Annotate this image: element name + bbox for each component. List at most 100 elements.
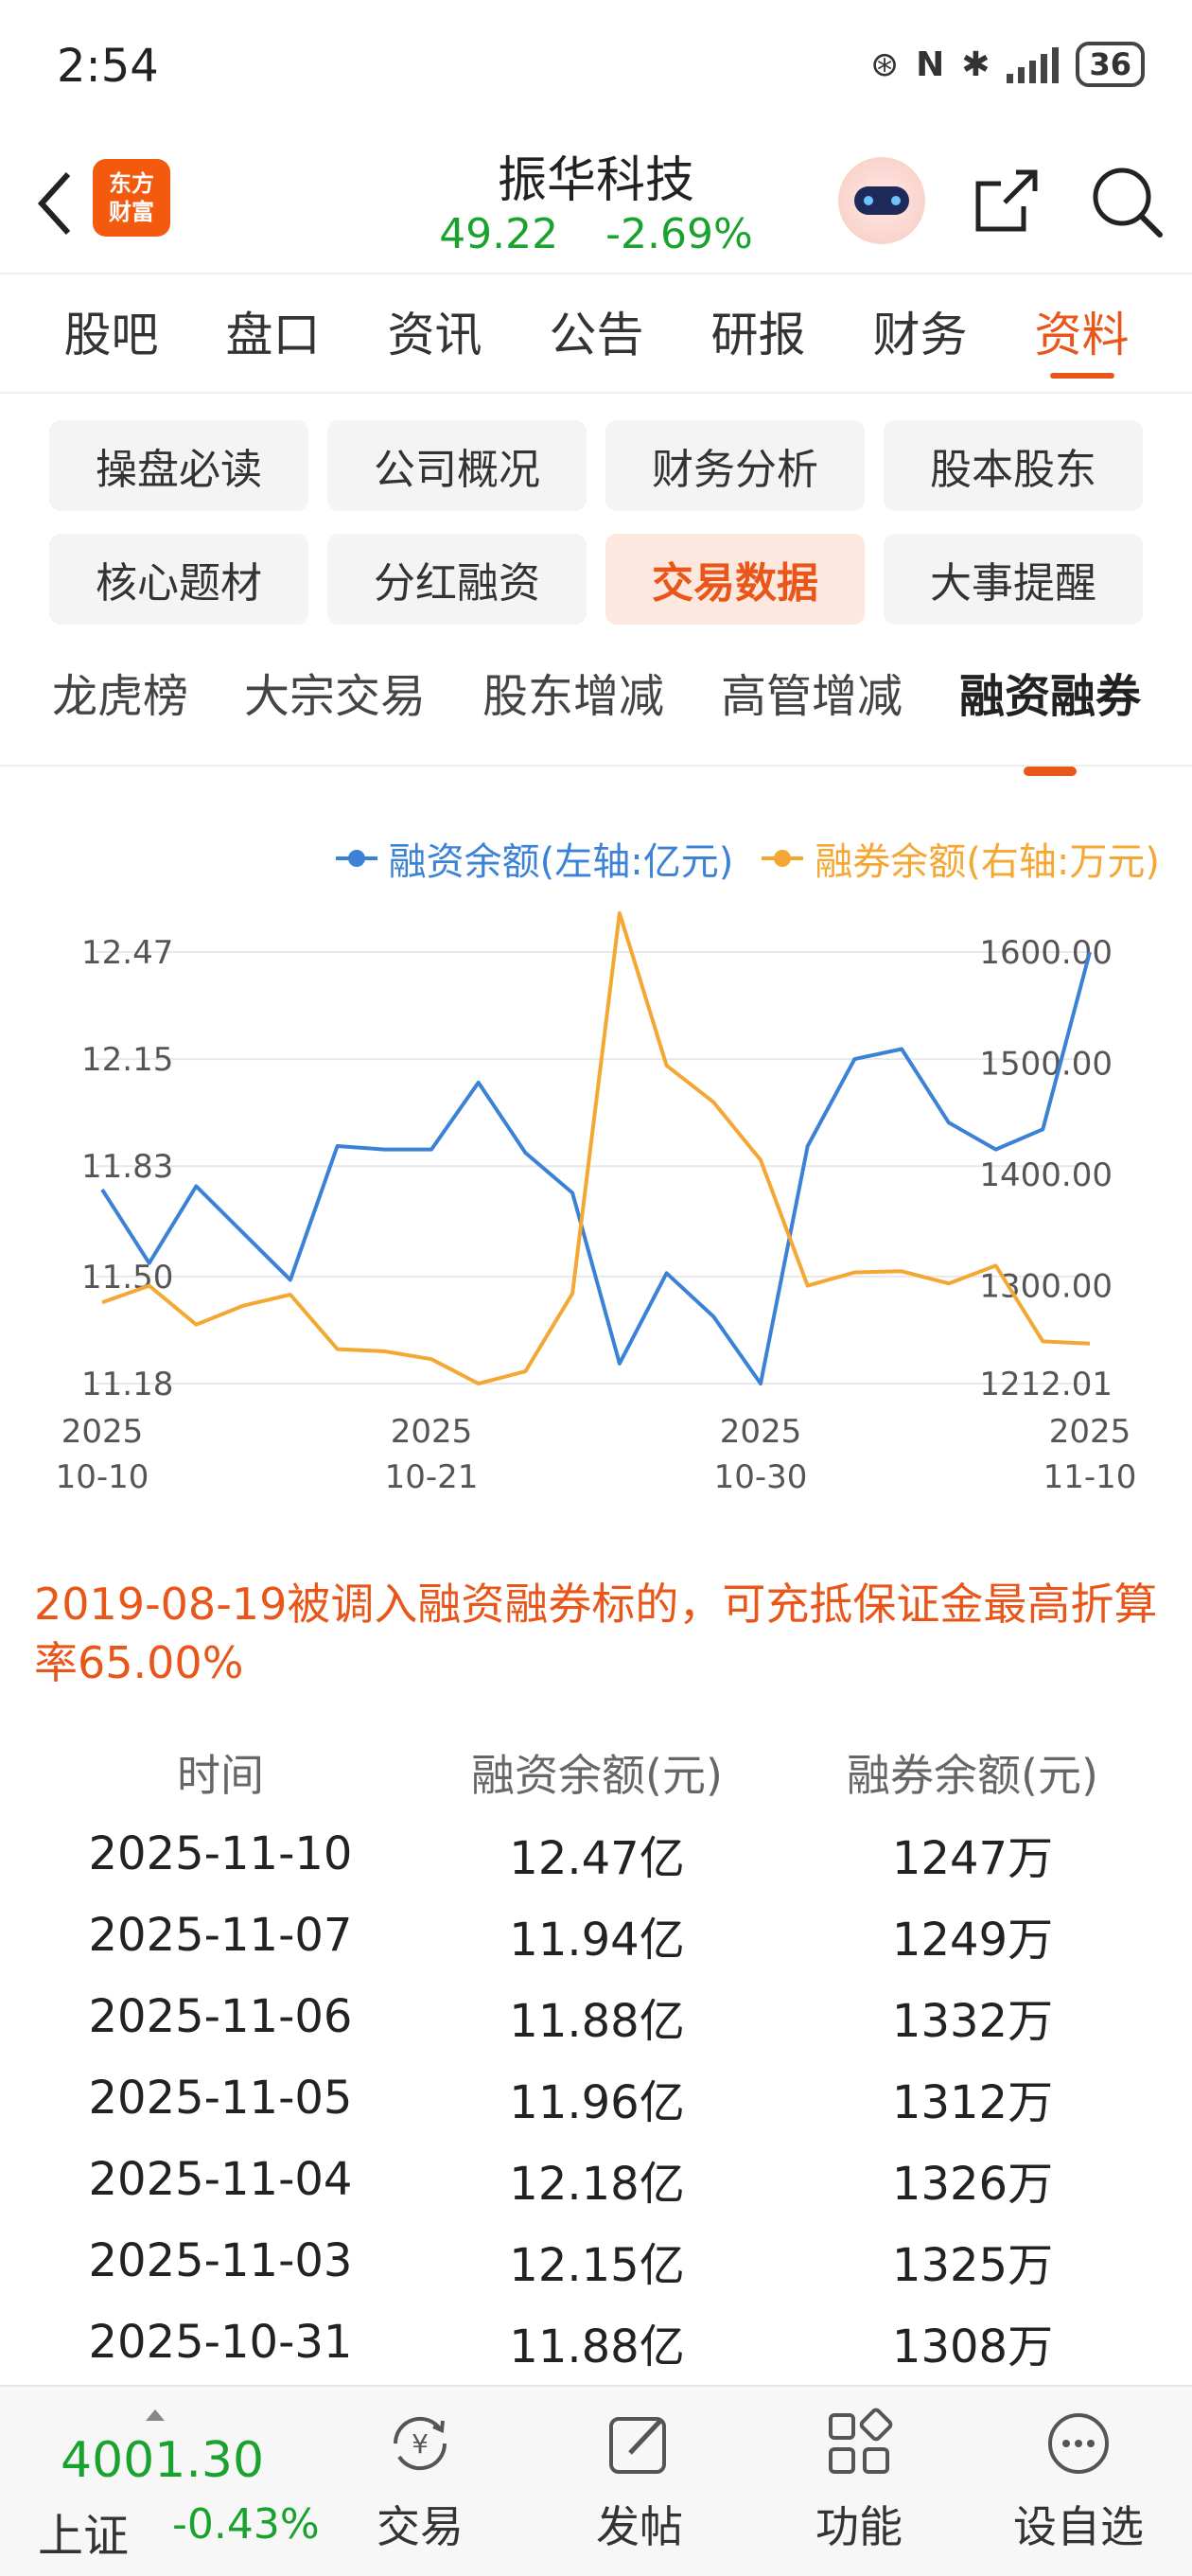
table-row: 2025-11-05 11.96亿 1312万 [0,2057,1192,2139]
bottom-bar: 4001.30 上证 -0.43% ¥ 交易 发帖 功能 [0,2385,1192,2576]
search-icon[interactable] [1086,161,1166,240]
market-index-widget[interactable]: 4001.30 上证 -0.43% [38,2409,341,2563]
sub-nav-trading-data[interactable]: 交易数据 [605,534,865,625]
cell-lending: 1312万 [891,2076,1054,2129]
margin-balance-chart: 12.47 12.15 11.83 11.50 11.18 1600.00 1500.00 1… [56,910,1137,1496]
y-left-tick-label: 11.50 [81,1259,173,1297]
table-row: 2025-11-04 12.18亿 1326万 [0,2139,1192,2220]
sub-nav-trading-guide[interactable]: 操盘必读 [49,420,308,511]
x-tick-label-date: 11-10 [1043,1458,1137,1496]
cell-date: 2025-11-03 [88,2234,353,2287]
x-tick-label-year: 2025 [720,1413,802,1451]
margin-eligibility-notice: 2019-08-19被调入融资融券标的，可充抵保证金最高折算率65.00% [34,1579,1158,1688]
tab-margin-trading[interactable]: 融资融券 [955,653,1145,776]
y-right-tick-label: 1400.00 [979,1156,1113,1194]
x-tick-label-date: 10-30 [714,1458,808,1496]
cell-financing: 11.96亿 [509,2076,685,2129]
index-value: 4001.30 [61,2432,265,2489]
cell-date: 2025-11-05 [88,2072,353,2125]
tab-pankou[interactable]: 盘口 [225,308,321,362]
nav-post[interactable]: 发帖 [564,2396,715,2567]
cell-date: 2025-11-06 [88,1990,353,2043]
sub-nav-financial-analysis[interactable]: 财务分析 [605,420,865,511]
signal-icon [1007,45,1060,83]
post-icon [609,2417,666,2474]
nav-watchlist[interactable]: 设自选 [1003,2396,1154,2567]
nav-trade[interactable]: ¥ 交易 [344,2396,496,2567]
sub-nav-shareholders[interactable]: 股本股东 [884,420,1143,511]
svg-text:¥: ¥ [412,2428,429,2460]
lending-balance-line [101,910,1091,1385]
share-icon[interactable] [967,161,1046,240]
nfc-icon: N [916,44,945,84]
cell-date: 2025-11-07 [88,1909,353,1962]
cell-financing: 12.18亿 [509,2158,685,2211]
tab-research[interactable]: 研报 [710,308,806,362]
y-left-tick-label: 11.83 [81,1148,173,1186]
x-tick-label-year: 2025 [391,1413,473,1451]
cell-lending: 1325万 [891,2239,1054,2292]
x-tick-label-year: 2025 [61,1413,144,1451]
x-tick-label-date: 10-21 [385,1458,479,1496]
main-tabs: 股吧 盘口 资讯 公告 研报 财务 资料 [0,274,1192,394]
y-left-tick-label: 12.15 [81,1041,173,1079]
stock-header: 东方 财富 振华科技 49.22 -2.69% [0,132,1192,274]
margin-balance-table: 时间 融资余额(元) 融券余额(元) 2025-11-10 12.47亿 124… [0,1732,1192,2383]
legend-lending-marker [762,850,804,867]
sub-nav-core-themes[interactable]: 核心题材 [49,534,308,625]
tab-block-trade[interactable]: 大宗交易 [243,670,426,723]
column-header-date: 时间 [177,1750,264,1801]
apps-icon [829,2408,893,2474]
column-header-lending: 融券余额(元) [847,1750,1098,1801]
sub-nav-company-overview[interactable]: 公司概况 [327,420,587,511]
sub-nav-grid: 操盘必读 公司概况 财务分析 股本股东 核心题材 分红融资 交易数据 大事提醒 [49,420,1145,625]
table-row: 2025-11-10 12.47亿 1247万 [0,1813,1192,1895]
tab-dragon-tiger[interactable]: 龙虎榜 [51,670,188,723]
watchlist-icon [1048,2413,1109,2474]
cell-financing: 11.88亿 [509,2320,685,2373]
sub-nav-events[interactable]: 大事提醒 [884,534,1143,625]
cell-financing: 12.15亿 [509,2239,685,2292]
legend-lending: 融券余额(右轴:万元) [762,831,1160,886]
tab-finance[interactable]: 财务 [872,308,968,362]
sub-nav-dividends[interactable]: 分红融资 [327,534,587,625]
financing-balance-line [100,951,1092,1385]
data-saver-icon: ⊛ [869,44,900,84]
cell-date: 2025-10-31 [88,2316,353,2369]
table-row: 2025-11-07 11.94亿 1249万 [0,1895,1192,1976]
y-right-tick-label: 1212.01 [979,1366,1113,1403]
table-row: 2025-11-06 11.88亿 1332万 [0,1976,1192,2057]
y-right-tick-label: 1500.00 [979,1046,1113,1084]
nav-functions[interactable]: 功能 [783,2396,935,2567]
cell-financing: 11.94亿 [509,1914,685,1967]
cell-lending: 1249万 [891,1914,1054,1967]
cell-lending: 1326万 [891,2158,1054,2211]
legend-financing-marker [335,850,377,867]
status-icons: ⊛ N ✱ 36 [870,42,1145,87]
tab-executive-change[interactable]: 高管增减 [720,670,903,723]
cell-financing: 11.88亿 [509,1995,685,2048]
y-left-tick-label: 12.47 [81,934,173,972]
back-arrow-icon [37,171,71,236]
chart-legend: 融资余额(左轴:亿元) 融券余额(右轴:万元) [335,831,1160,886]
index-name: 上证 [38,2510,130,2563]
tab-announcements[interactable]: 公告 [549,308,644,362]
tab-shareholder-change[interactable]: 股东增减 [482,670,664,723]
table-row: 2025-10-31 11.88亿 1308万 [0,2302,1192,2383]
status-time: 2:54 [57,40,159,93]
table-row: 2025-11-03 12.15亿 1325万 [0,2220,1192,2302]
stock-change: -2.69% [605,210,753,258]
trading-data-tabs: 龙虎榜 大宗交易 股东增减 高管增减 融资融券 [0,653,1192,776]
tab-profile[interactable]: 资料 [1001,274,1163,392]
tab-guba[interactable]: 股吧 [63,308,159,362]
app-logo[interactable]: 东方 财富 [93,159,170,237]
bluetooth-icon: ✱ [961,44,990,84]
cell-date: 2025-11-10 [88,1827,353,1880]
tab-news[interactable]: 资讯 [387,308,482,362]
back-button[interactable] [26,161,83,246]
x-tick-label-date: 10-10 [56,1458,149,1496]
y-left-tick-label: 11.18 [81,1366,173,1403]
legend-financing: 融资余额(左轴:亿元) [335,831,733,886]
cell-lending: 1247万 [891,1832,1054,1885]
ai-assistant-button[interactable] [838,157,925,244]
